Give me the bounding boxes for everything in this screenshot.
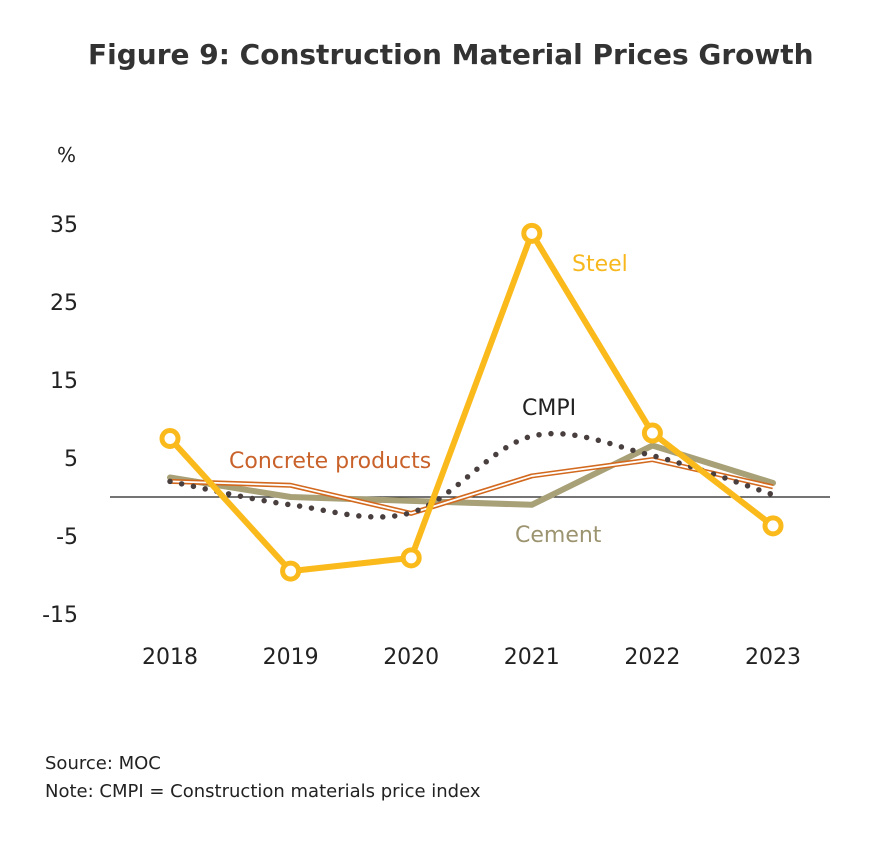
x-tick-label: 2022 [624,645,680,670]
series-label-cmpi: CMPI [522,396,576,421]
series-line-steel [167,230,775,575]
footnote: Note: CMPI = Construction materials pric… [45,781,481,802]
steel-point [280,560,302,582]
x-tick-label: 2019 [263,645,319,670]
series-line-cmpi [167,430,776,520]
y-tick-label: 15 [50,369,78,394]
y-tick-label: -15 [42,603,78,628]
x-tick-label: 2020 [383,645,439,670]
y-tick-label: 25 [50,291,78,316]
x-tick-label: 2021 [504,645,560,670]
series-label-steel: Steel [572,252,628,277]
x-tick-label: 2023 [745,645,801,670]
x-tick-label: 2018 [142,645,198,670]
steel-point [641,422,663,444]
y-tick-label: 5 [64,447,78,472]
series-label-concrete-products: Concrete products [229,449,431,474]
steel-point [400,547,422,569]
series-label-cement: Cement [515,523,602,548]
chart-title: Figure 9: Construction Material Prices G… [88,38,814,71]
source-note: Source: MOC [45,753,161,774]
steel-point [762,515,784,537]
steel-point [159,428,181,449]
y-axis-unit-label: % [57,143,76,167]
series-line-concrete-products-inner [169,458,774,515]
steel-point [521,222,543,244]
y-tick-label: -5 [56,525,78,550]
y-tick-label: 35 [50,213,78,238]
